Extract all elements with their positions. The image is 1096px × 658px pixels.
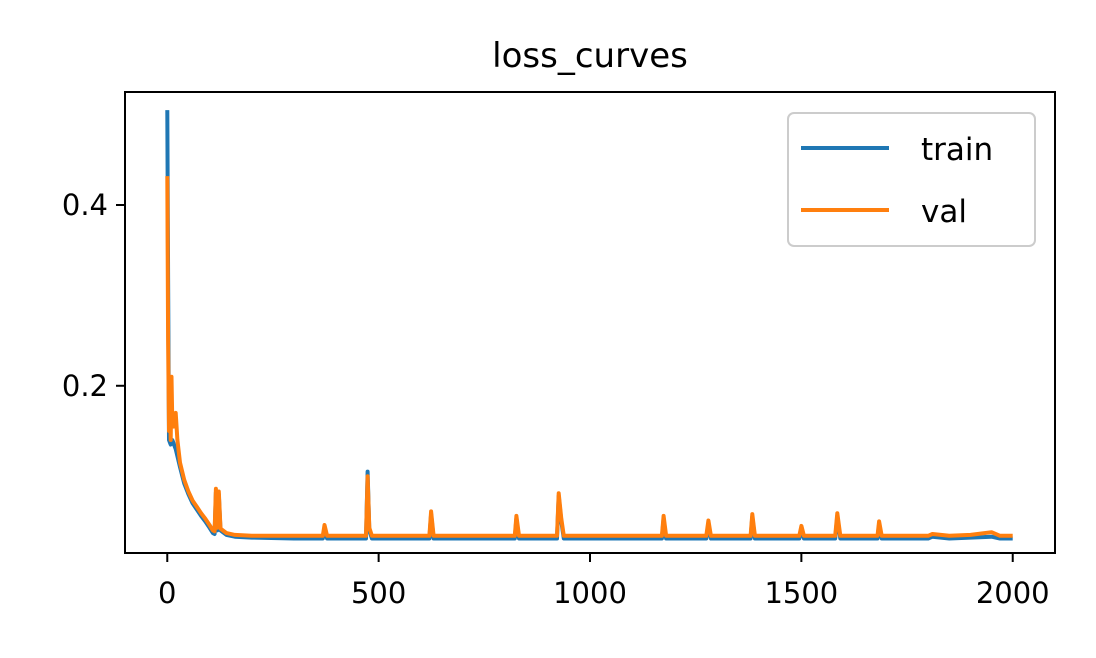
legend: train val (787, 112, 1036, 247)
x-tick-label: 2000 (976, 576, 1050, 610)
x-tick-label: 500 (351, 576, 406, 610)
x-tick-label: 1500 (764, 576, 838, 610)
y-tick-label: 0.2 (62, 369, 108, 403)
y-tick-label: 0.4 (62, 188, 108, 222)
x-tick-label: 0 (158, 576, 176, 610)
x-tick-label: 1000 (553, 576, 627, 610)
y-axis: 0.2 0.4 (62, 188, 125, 403)
legend-label-val: val (921, 194, 967, 230)
legend-label-train: train (921, 132, 993, 168)
chart-title: loss_curves (492, 36, 688, 76)
series-line-val (165, 176, 1013, 538)
series-layer (165, 110, 1013, 541)
x-axis: 0 500 1000 1500 2000 (158, 553, 1050, 610)
legend-frame (787, 112, 1036, 247)
